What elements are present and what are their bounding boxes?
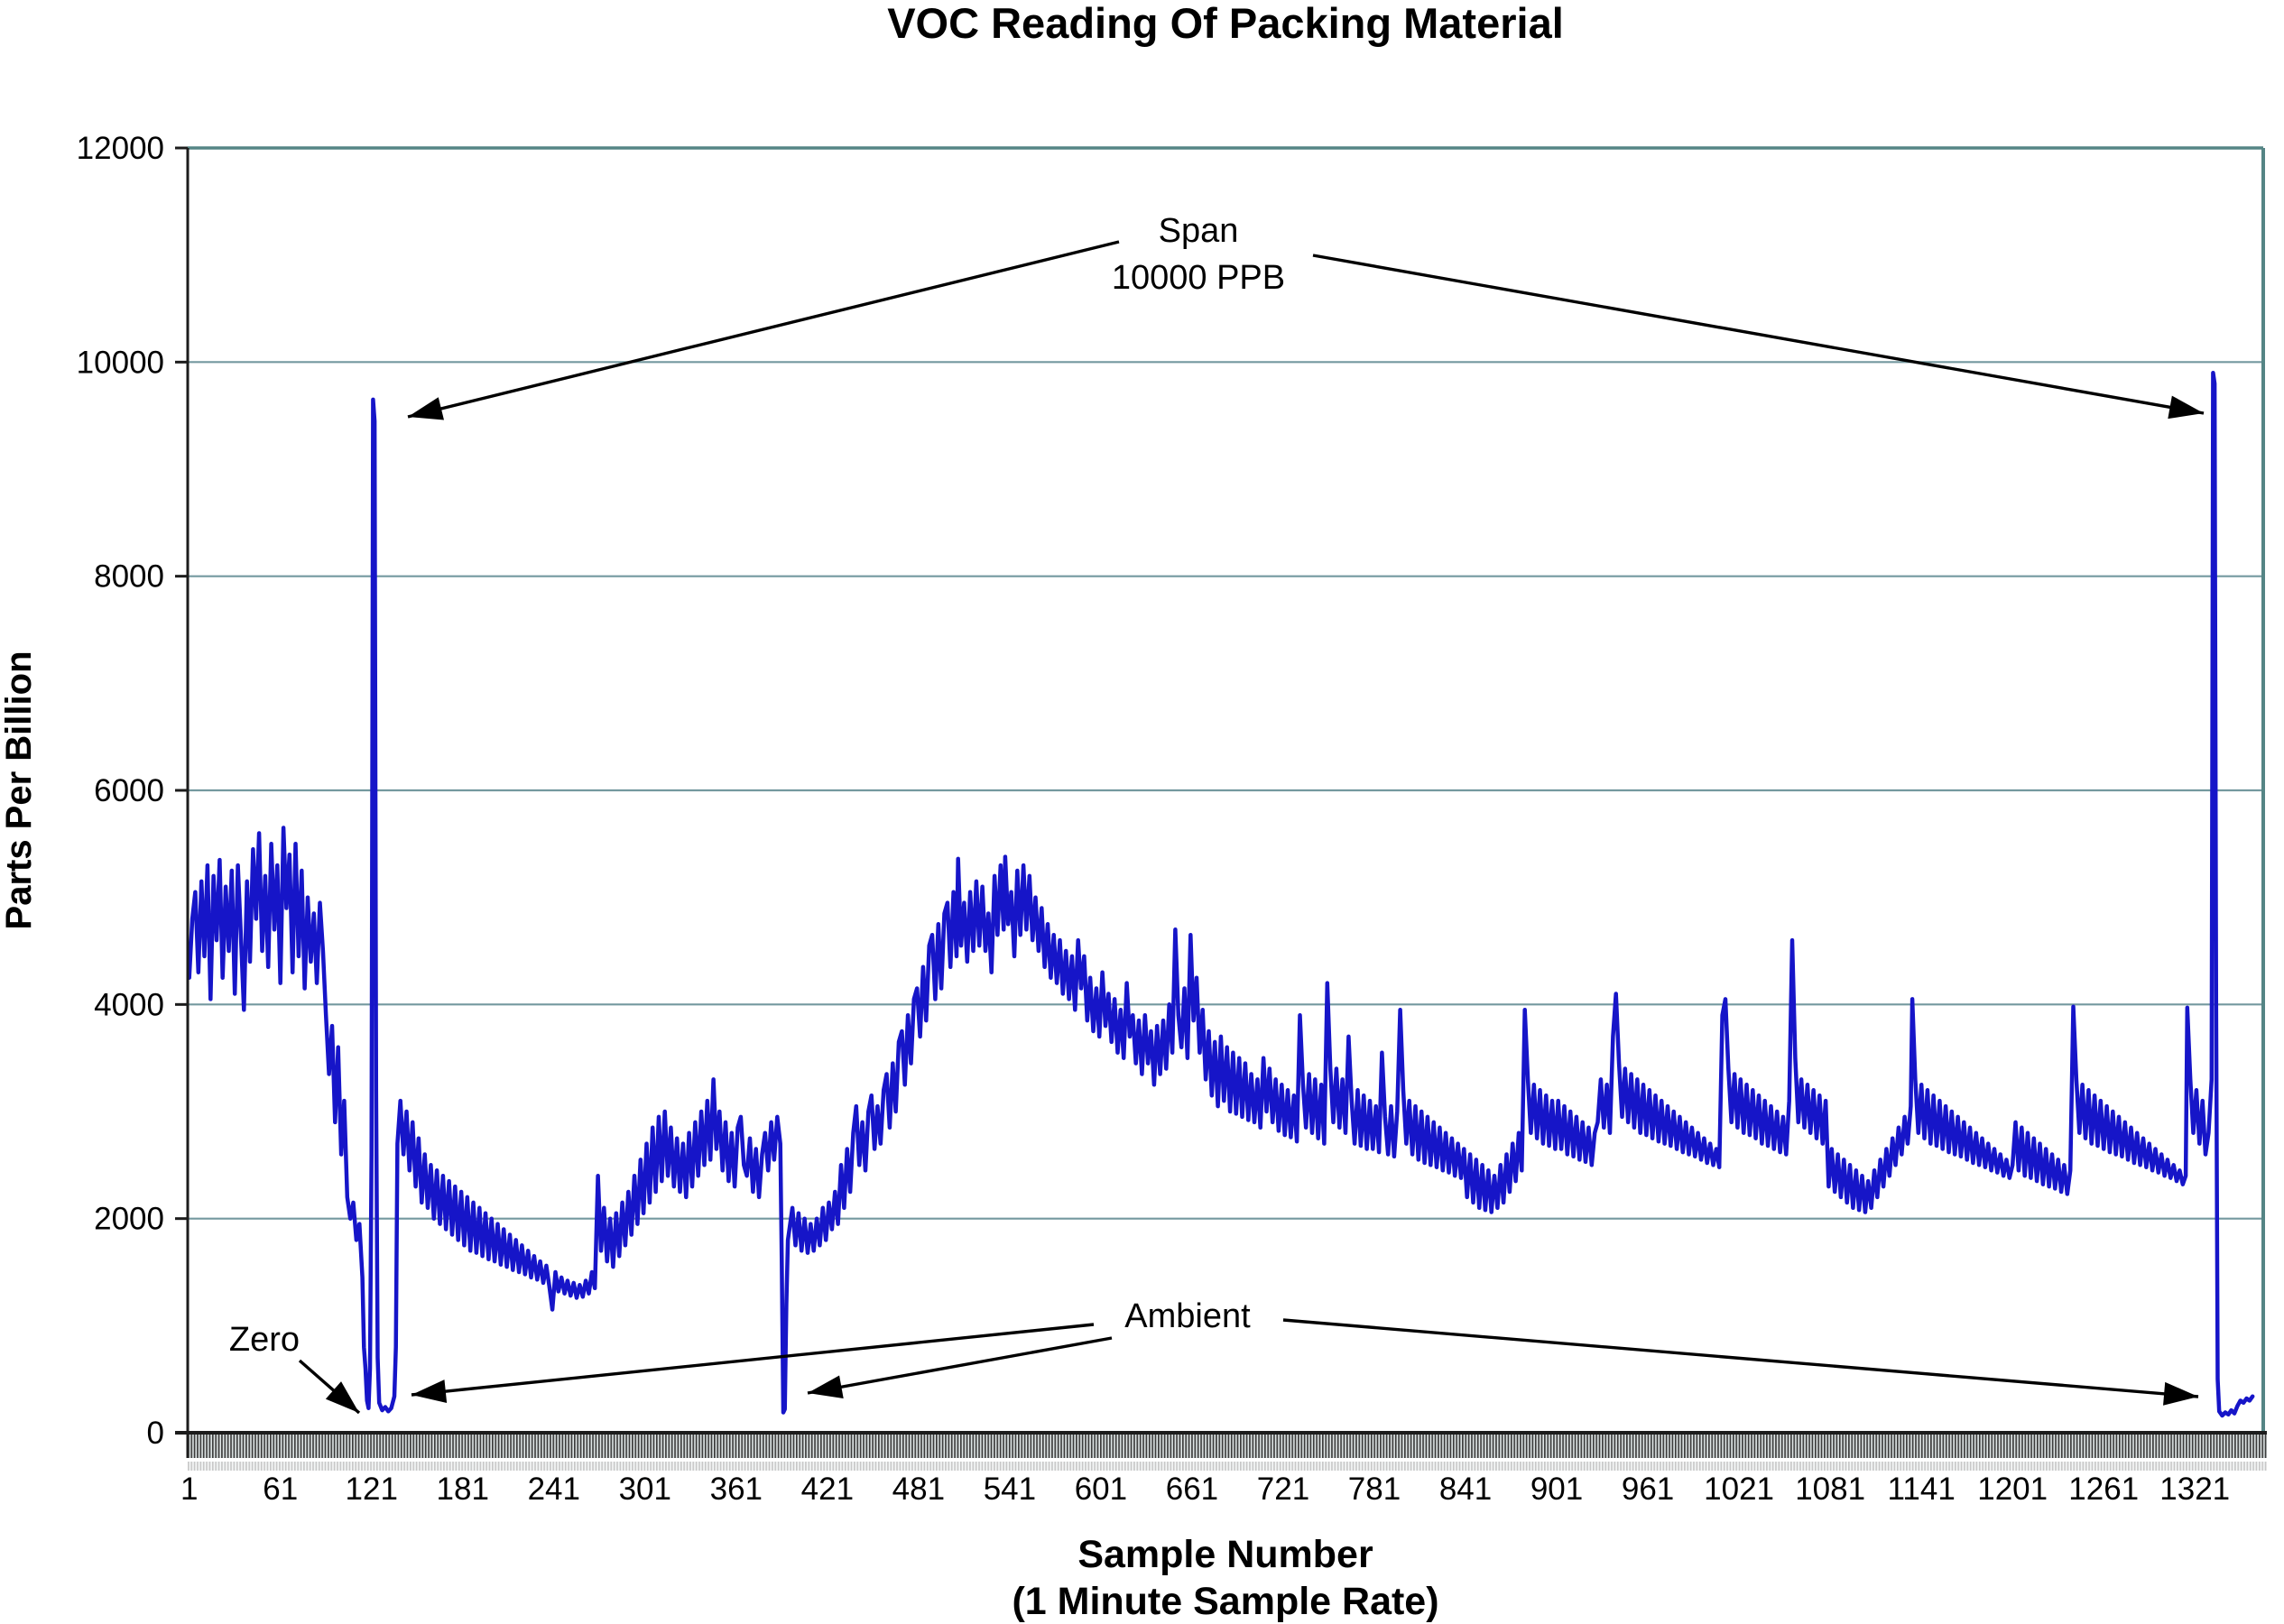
tick-labels-layer: 0 2000 4000 6000 8000 10000 12000 1 61 121 181 241 3…	[77, 131, 2230, 1507]
span-annotation-line2: 10000 PPB	[1112, 259, 1285, 297]
zero-annotation: Zero	[229, 1321, 300, 1359]
y-tick-label-12000: 12000	[77, 131, 164, 166]
gridlines	[188, 361, 2263, 1220]
x-tick-label-601: 601	[1075, 1472, 1127, 1507]
x-tick-label-1141: 1141	[1888, 1472, 1956, 1507]
axes-layer	[175, 146, 2267, 1471]
plot-frame	[188, 146, 2265, 1458]
x-tick-label-481: 481	[892, 1472, 945, 1507]
x-tick-label-241: 241	[528, 1472, 580, 1507]
y-tick-label-0: 0	[147, 1416, 164, 1451]
x-tick-label-541: 541	[984, 1472, 1036, 1507]
x-tick-label-781: 781	[1348, 1472, 1401, 1507]
x-axis-title-line2: (1 Minute Sample Rate)	[1012, 1580, 1438, 1623]
span-arrow-left	[407, 240, 1120, 420]
x-tick-label-661: 661	[1166, 1472, 1218, 1507]
y-tick-label-2000: 2000	[94, 1202, 164, 1237]
x-axis-minor-tick-band	[188, 1435, 2267, 1458]
annotation-arrows-layer	[298, 240, 2205, 1415]
y-tick-label-6000: 6000	[94, 773, 164, 808]
x-axis-title-line1: Sample Number	[1077, 1533, 1373, 1576]
x-tick-label-421: 421	[801, 1472, 854, 1507]
ambient-arrow-mid	[807, 1336, 1113, 1399]
data-series-layer	[187, 370, 2255, 1418]
ambient-annotation: Ambient	[1124, 1297, 1251, 1335]
x-tick-label-1321: 1321	[2159, 1472, 2230, 1507]
zero-arrow	[298, 1359, 361, 1415]
y-tick-label-10000: 10000	[77, 345, 164, 380]
x-tick-label-121: 121	[346, 1472, 398, 1507]
span-annotation-line1: Span	[1159, 212, 1239, 250]
x-tick-label-721: 721	[1257, 1472, 1309, 1507]
x-tick-label-841: 841	[1439, 1472, 1492, 1507]
x-tick-label-1081: 1081	[1795, 1472, 1865, 1507]
ambient-arrow-right	[1282, 1318, 2199, 1406]
x-tick-label-901: 901	[1530, 1472, 1583, 1507]
x-tick-label-181: 181	[437, 1472, 489, 1507]
x-tick-label-961: 961	[1622, 1472, 1674, 1507]
x-tick-label-1261: 1261	[2068, 1472, 2139, 1507]
x-tick-label-1: 1	[180, 1472, 198, 1507]
y-tick-label-4000: 4000	[94, 987, 164, 1022]
x-tick-label-301: 301	[619, 1472, 671, 1507]
x-tick-label-1201: 1201	[1977, 1472, 2048, 1507]
x-axis-minor-tick-band-faint	[188, 1462, 2267, 1471]
ambient-arrow-left	[411, 1323, 1095, 1404]
x-tick-label-1021: 1021	[1704, 1472, 1774, 1507]
span-arrow-right	[1312, 254, 2205, 420]
voc-series-line	[187, 370, 2255, 1418]
x-tick-label-361: 361	[710, 1472, 763, 1507]
y-axis-title: Parts Per Billion	[0, 651, 39, 930]
chart-title: VOC Reading Of Packing Material	[887, 0, 1564, 47]
x-tick-label-61: 61	[263, 1472, 298, 1507]
y-tick-label-8000: 8000	[94, 559, 164, 595]
